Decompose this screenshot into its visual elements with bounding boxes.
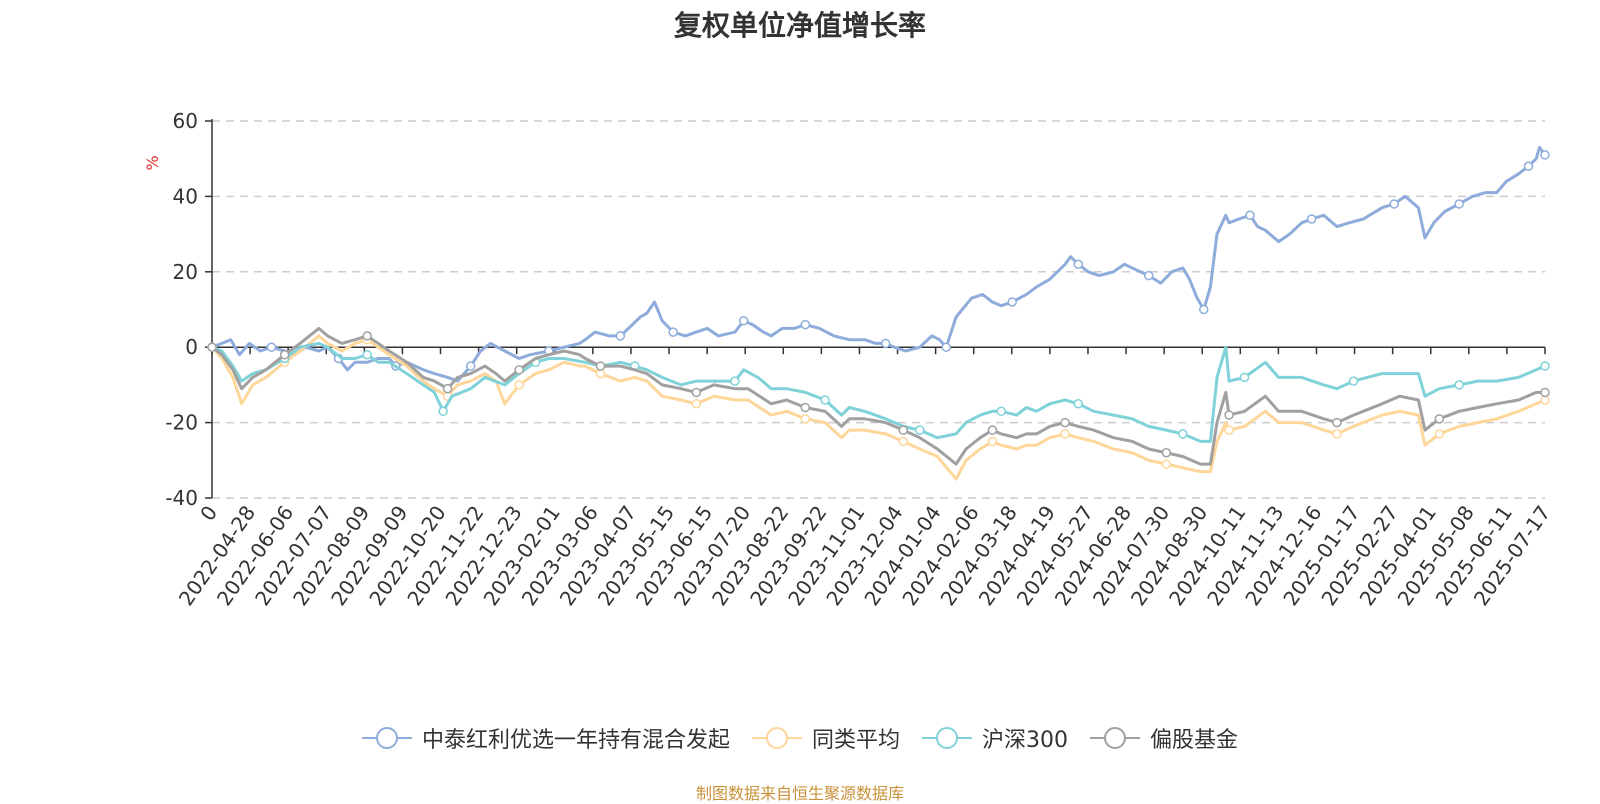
axes <box>205 119 1546 499</box>
series-point <box>730 376 740 386</box>
series-point <box>1306 214 1317 224</box>
series-line-1 <box>210 334 1546 481</box>
legend-swatch-icon <box>361 727 412 749</box>
legend-label: 沪深300 <box>982 728 1068 753</box>
series-point <box>615 331 626 341</box>
series-point <box>898 436 909 447</box>
series-point <box>800 319 811 330</box>
series-point <box>898 425 909 435</box>
legend-swatch-icon <box>751 727 802 749</box>
series-point <box>1454 380 1464 390</box>
series-point <box>1161 459 1172 469</box>
series-line-3 <box>211 326 1545 466</box>
series-point <box>595 361 606 371</box>
series-point <box>1454 199 1464 209</box>
series-point <box>691 399 702 409</box>
series-point <box>1348 376 1359 386</box>
series-point <box>738 316 749 326</box>
series-point <box>1540 361 1550 371</box>
series-point <box>691 387 702 398</box>
legend-swatch-icon <box>1090 727 1140 749</box>
series-line-2 <box>211 341 1546 443</box>
series-point <box>1389 199 1399 209</box>
series-point <box>1332 429 1342 439</box>
series-point <box>987 425 998 435</box>
series-point <box>1540 387 1550 398</box>
series-point <box>1161 448 1172 458</box>
series-point <box>1332 417 1342 428</box>
series-point <box>1073 259 1084 270</box>
series-point <box>880 338 891 349</box>
series-point <box>1199 304 1209 315</box>
legend-label: 偏股基金 <box>1150 728 1239 753</box>
series-point <box>438 406 448 417</box>
y-tick-label: 40 <box>173 184 198 208</box>
series-line-0 <box>211 145 1547 383</box>
y-axis-label: % <box>143 155 162 170</box>
series-point <box>1245 210 1255 220</box>
series-point <box>1224 425 1234 435</box>
series-point <box>362 331 372 341</box>
series-point <box>800 414 811 424</box>
series-point <box>915 425 925 435</box>
series-point <box>941 342 951 352</box>
series-point <box>1073 399 1084 409</box>
series-point <box>465 361 476 371</box>
series-point <box>996 406 1006 417</box>
series-point <box>514 380 524 390</box>
series-point <box>266 342 277 352</box>
chart-title: 复权单位净值增长率 <box>673 9 926 42</box>
series-point <box>1007 297 1017 307</box>
x-tick-label: 0 <box>195 501 222 525</box>
source-note: 制图数据来自恒生聚源数据库 <box>695 784 904 803</box>
series-point <box>1540 150 1550 160</box>
series-point <box>1523 161 1534 171</box>
series-point <box>1178 429 1188 439</box>
series-point <box>987 436 998 447</box>
series-point <box>207 342 217 352</box>
series-point <box>1224 410 1234 420</box>
series-point <box>668 327 678 337</box>
series-point <box>1143 270 1154 281</box>
legend-label: 中泰红利优选一年持有混合发起 <box>421 728 730 753</box>
series-point <box>362 349 372 360</box>
series-point <box>1060 417 1070 428</box>
series-point <box>820 395 830 405</box>
series-point <box>1060 429 1070 439</box>
series-point <box>800 402 811 413</box>
series-point <box>1239 372 1250 383</box>
legend-item-1[interactable]: 同类平均 <box>751 722 900 754</box>
y-tick-label: 0 <box>185 335 198 359</box>
y-tick-label: -20 <box>165 411 198 435</box>
series-point <box>514 365 524 375</box>
legend-item-2[interactable]: 沪深300 <box>922 722 1068 754</box>
y-tick-label: 20 <box>173 260 198 284</box>
grid-lines <box>212 120 1545 499</box>
series-point <box>1434 414 1445 424</box>
series-lines <box>207 145 1550 481</box>
series-point <box>442 383 453 394</box>
legend-label: 同类平均 <box>811 728 900 753</box>
y-tick-label: -40 <box>165 486 198 510</box>
legend-item-3[interactable]: 偏股基金 <box>1090 722 1238 754</box>
legend-swatch-icon <box>922 727 972 749</box>
legend: 中泰红利优选一年持有混合发起 同类平均 沪深300 偏股基金 <box>0 722 1600 754</box>
legend-item-0[interactable]: 中泰红利优选一年持有混合发起 <box>361 722 730 754</box>
series-point <box>1434 429 1445 439</box>
y-tick-label: 60 <box>173 109 198 133</box>
series-point <box>279 349 290 360</box>
